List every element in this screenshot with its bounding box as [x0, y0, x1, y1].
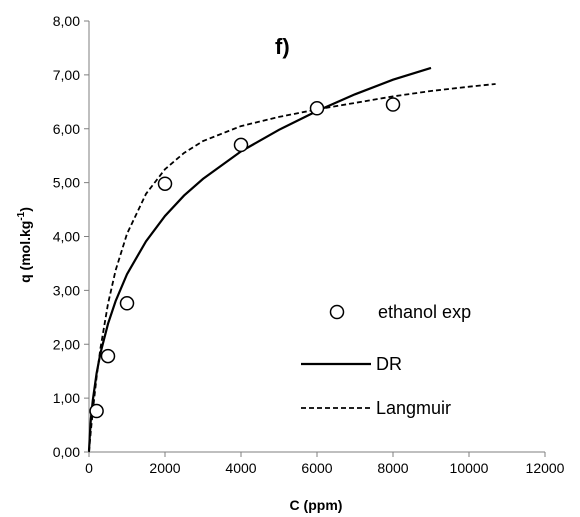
y-tick-label: 7,00 — [53, 67, 80, 83]
data-point — [385, 97, 401, 112]
x-tick-label: 4000 — [225, 460, 256, 476]
x-tick-label: 2000 — [149, 460, 180, 476]
series-line-langmuir — [88, 83, 496, 453]
axes — [84, 20, 546, 457]
y-tick-label: 8,00 — [53, 13, 80, 29]
legend-item-langmuir: Langmuir — [301, 398, 451, 418]
x-tick-label: 8000 — [377, 460, 408, 476]
data-point — [233, 137, 249, 153]
y-tick-label: 6,00 — [53, 121, 80, 137]
x-tick-label: 10000 — [450, 460, 489, 476]
x-tick-label: 12000 — [526, 460, 565, 476]
x-tick-label: 6000 — [301, 460, 332, 476]
x-tick-label: 0 — [85, 460, 93, 476]
y-tick-labels: 0,00 1,00 2,00 3,00 4,00 5,00 6,00 7,00 8,00 — [53, 13, 80, 460]
legend-label-ethanol-exp: ethanol exp — [378, 302, 471, 322]
y-tick-label: 3,00 — [53, 282, 80, 298]
y-tick-label: 5,00 — [53, 175, 80, 191]
panel-label: f) — [275, 34, 290, 59]
legend: ethanol exp DR Langmuir — [301, 302, 471, 418]
y-tick-label: 4,00 — [53, 229, 80, 245]
legend-marker-open-circle — [329, 304, 345, 320]
plot-series — [87, 66, 496, 453]
y-axis-label: q (mol.kg-1) — [16, 207, 33, 283]
legend-label-dr: DR — [376, 354, 402, 374]
x-tick-labels: 0 2000 4000 6000 8000 10000 12000 — [85, 460, 565, 476]
y-tick-label: 1,00 — [53, 390, 80, 406]
data-point — [309, 101, 325, 116]
legend-item-dr: DR — [301, 354, 402, 374]
data-point — [100, 348, 116, 364]
data-point — [89, 403, 104, 419]
series-line-dr — [87, 66, 432, 451]
y-tick-label: 2,00 — [53, 336, 80, 352]
y-tick-label: 0,00 — [53, 444, 80, 460]
y-axis-label-close: ) — [17, 207, 33, 212]
y-axis-label-superscript: -1 — [16, 211, 27, 220]
y-axis-label-main: q (mol.kg — [17, 221, 33, 283]
legend-item-ethanol-exp: ethanol exp — [329, 302, 471, 322]
data-point — [157, 176, 173, 191]
legend-label-langmuir: Langmuir — [376, 398, 451, 418]
data-point — [119, 296, 135, 311]
x-axis-label: C (ppm) — [290, 497, 343, 513]
